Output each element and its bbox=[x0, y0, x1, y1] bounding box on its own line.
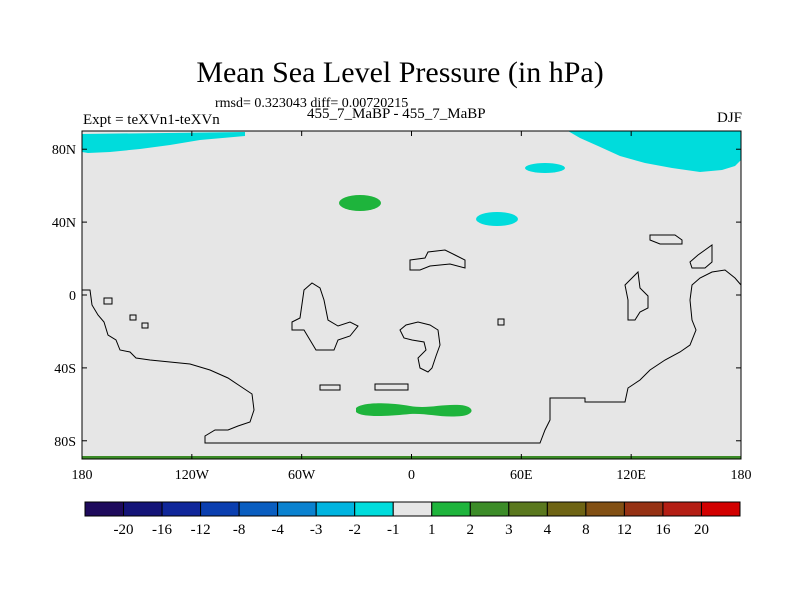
colorbar-label: -3 bbox=[310, 522, 323, 538]
colorbar-swatch bbox=[161, 501, 202, 517]
season-label: DJF bbox=[716, 110, 742, 126]
lon-tick-label: 60E bbox=[510, 468, 533, 483]
colorbar-label: 20 bbox=[694, 522, 709, 538]
colorbar: -20 -16 -12 -8 -4 -3 -2 -1 1 2 3 4 8 12 16 20 bbox=[84, 501, 741, 538]
lon-tick-label: 120E bbox=[616, 468, 646, 483]
colorbar-label: -20 bbox=[114, 522, 134, 538]
colorbar-label: -12 bbox=[191, 522, 211, 538]
experiment-label: Expt = teXVn1-teXVn bbox=[83, 112, 220, 128]
colorbar-swatch bbox=[508, 501, 548, 517]
colorbar-swatch bbox=[469, 501, 510, 517]
lat-tick-label: 80S bbox=[54, 435, 76, 450]
negative-anomaly-central-asia bbox=[476, 212, 518, 226]
negative-anomaly-arctic-east bbox=[568, 131, 741, 172]
positive-anomaly-southern-ocean bbox=[356, 403, 472, 417]
colorbar-swatch bbox=[392, 501, 433, 517]
axis-ticks: 80N 40N 0 40S 80S 180 120W 60W 0 60E 120E 180 bbox=[52, 131, 752, 483]
colorbar-swatch bbox=[238, 501, 279, 517]
positive-anomaly-atlantic bbox=[339, 195, 381, 211]
colorbar-swatch bbox=[84, 501, 125, 517]
negative-anomaly-arctic bbox=[82, 132, 245, 153]
colorbar-label: 4 bbox=[544, 522, 552, 538]
colorbar-label: -4 bbox=[271, 522, 284, 538]
colorbar-swatch bbox=[354, 501, 394, 517]
lat-tick-label: 40S bbox=[54, 362, 76, 377]
stats-line: rmsd= 0.323043 diff= 0.00720215 bbox=[215, 96, 409, 111]
lon-tick-label: 60W bbox=[288, 468, 316, 483]
lon-tick-label: 180 bbox=[72, 468, 93, 483]
lon-tick-label: 120W bbox=[175, 468, 210, 483]
colorbar-label: -1 bbox=[387, 522, 400, 538]
lat-tick-label: 40N bbox=[52, 216, 76, 231]
negative-anomaly-siberia bbox=[525, 163, 565, 173]
map-title: Mean Sea Level Pressure (in hPa) bbox=[196, 56, 604, 89]
colorbar-label: -16 bbox=[152, 522, 172, 538]
colorbar-swatch bbox=[623, 501, 664, 517]
colorbar-swatch bbox=[546, 501, 587, 517]
colorbar-label: 2 bbox=[467, 522, 475, 538]
colorbar-swatch bbox=[315, 501, 356, 517]
colorbar-label: -8 bbox=[233, 522, 246, 538]
colorbar-swatch bbox=[585, 501, 625, 517]
colorbar-label: 3 bbox=[505, 522, 513, 538]
colorbar-label: -2 bbox=[348, 522, 361, 538]
colorbar-label: 16 bbox=[655, 522, 671, 538]
lon-tick-label: 180 bbox=[731, 468, 752, 483]
colorbar-label: 1 bbox=[428, 522, 436, 538]
colorbar-label: 8 bbox=[582, 522, 590, 538]
colorbar-label: 12 bbox=[617, 522, 632, 538]
colorbar-swatch bbox=[700, 501, 741, 517]
lat-tick-label: 0 bbox=[69, 289, 76, 304]
colorbar-swatch bbox=[277, 501, 317, 517]
colorbar-swatch bbox=[431, 501, 471, 517]
cases-label: 455_7_MaBP - 455_7_MaBP bbox=[307, 106, 486, 122]
lat-tick-label: 80N bbox=[52, 143, 76, 158]
colorbar-swatch bbox=[662, 501, 702, 517]
colorbar-swatch bbox=[200, 501, 240, 517]
colorbar-swatch bbox=[123, 501, 163, 517]
lon-tick-label: 0 bbox=[408, 468, 415, 483]
map-background bbox=[82, 131, 741, 459]
coastlines bbox=[82, 234, 742, 444]
map-panel: 80N 40N 0 40S 80S 180 120W 60W 0 60E 120E 180 bbox=[52, 130, 752, 483]
